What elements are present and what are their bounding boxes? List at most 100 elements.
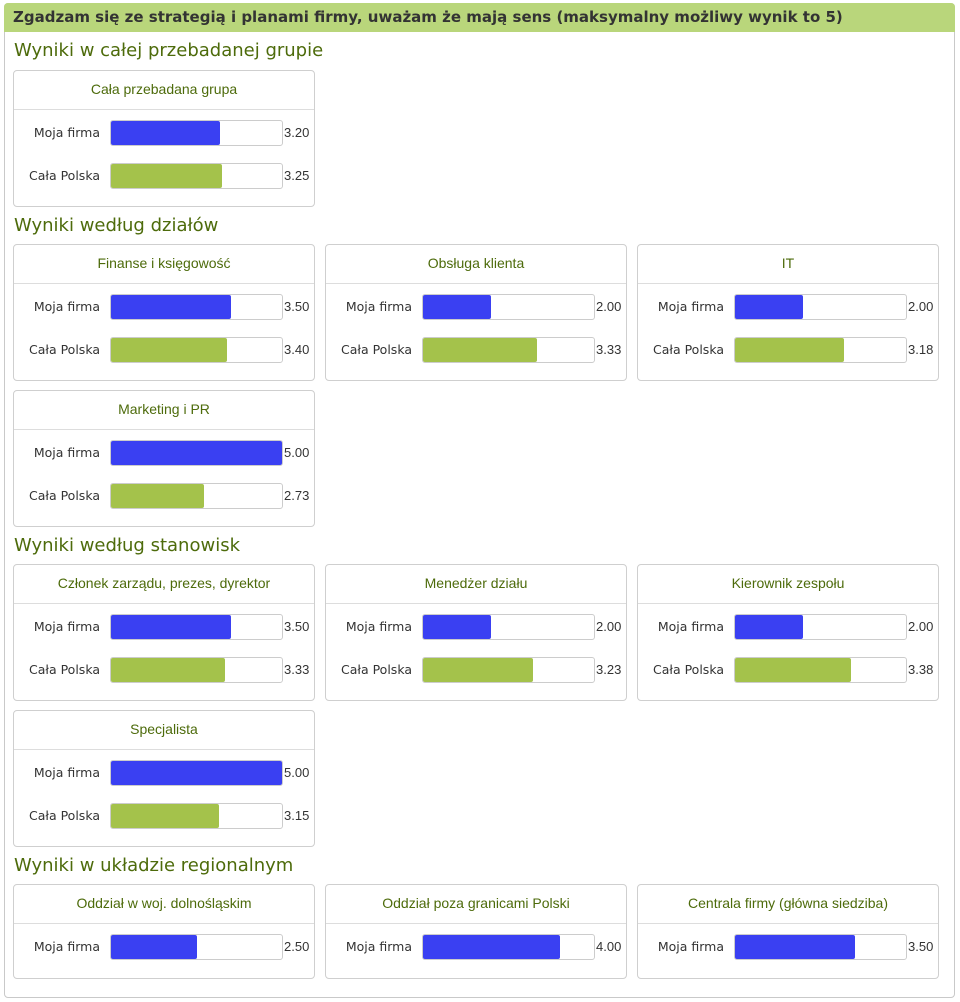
- bar-row: Moja firma 3.50: [14, 294, 314, 320]
- chart-panel: Kierownik zespołu Moja firma 2.00 Cała Pols…: [637, 564, 939, 701]
- bar-moja-firma: [735, 615, 803, 639]
- bar-moja-firma: [111, 935, 197, 959]
- panel-title: Członek zarządu, prezes, dyrektor: [57, 575, 271, 591]
- bar-value-label: 3.23: [596, 662, 622, 677]
- panel-title: Specjalista: [130, 721, 198, 737]
- panel-divider: [14, 283, 314, 284]
- bar-value-label: 2.00: [596, 619, 622, 634]
- bar-value-label: 3.33: [596, 342, 622, 357]
- bar-track: [110, 803, 283, 829]
- panel-divider: [14, 923, 314, 924]
- bar-label: Cała Polska: [29, 662, 100, 677]
- bar-row: Moja firma 3.50: [638, 934, 938, 960]
- bar-row: Cała Polska 3.33: [14, 657, 314, 683]
- panel-title: Oddział w woj. dolnośląskim: [76, 895, 252, 911]
- chart-panel: Obsługa klienta Moja firma 2.00 Cała Polska…: [325, 244, 627, 381]
- chart-panel: Specjalista Moja firma 5.00 Cała Polska 3.15: [13, 710, 315, 847]
- bar-track: [110, 120, 283, 146]
- bar-track: [110, 934, 283, 960]
- bar-label: Moja firma: [657, 299, 724, 314]
- bar-value-label: 3.38: [908, 662, 934, 677]
- bar-moja-firma: [111, 121, 220, 145]
- bar-moja-firma: [735, 295, 803, 319]
- chart-panel: Oddział w woj. dolnośląskim Moja firma 2.5…: [13, 884, 315, 979]
- panel-title: Cała przebadana grupa: [90, 81, 238, 97]
- bar-moja-firma: [423, 295, 491, 319]
- bar-track: [734, 657, 907, 683]
- bar-label: Moja firma: [33, 125, 100, 140]
- bar-label: Moja firma: [33, 445, 100, 460]
- bar-label: Moja firma: [345, 299, 412, 314]
- bar-row: Moja firma 2.00: [326, 614, 626, 640]
- bar-track: [110, 760, 283, 786]
- bar-track: [422, 934, 595, 960]
- bar-label: Cała Polska: [29, 488, 100, 503]
- bar-moja-firma: [423, 615, 491, 639]
- bar-row: Moja firma 5.00: [14, 760, 314, 786]
- bar-cala-polska: [111, 338, 227, 362]
- bar-cala-polska: [111, 658, 225, 682]
- panel-divider: [326, 283, 626, 284]
- bar-row: Cała Polska 3.38: [638, 657, 938, 683]
- bar-row: Moja firma 2.00: [638, 614, 938, 640]
- report-header: Zgadzam się ze strategią i planami firmy…: [4, 3, 955, 32]
- bar-label: Cała Polska: [29, 168, 100, 183]
- bar-row: Moja firma 4.00: [326, 934, 626, 960]
- chart-panel: Cała przebadana grupa Moja firma 3.20 Cała …: [13, 70, 315, 207]
- bar-value-label: 2.00: [596, 299, 622, 314]
- bar-row: Cała Polska 2.73: [14, 483, 314, 509]
- bar-value-label: 3.50: [284, 619, 310, 634]
- bar-row: Moja firma 3.50: [14, 614, 314, 640]
- bar-track: [734, 294, 907, 320]
- bar-track: [110, 483, 283, 509]
- panel-title: Centrala firmy (główna siedziba): [688, 895, 888, 911]
- bar-track: [734, 934, 907, 960]
- bar-value-label: 3.50: [908, 939, 934, 954]
- bar-track: [734, 614, 907, 640]
- bar-value-label: 3.20: [284, 125, 310, 140]
- panel-title: Finanse i księgowość: [97, 255, 231, 271]
- bar-label: Cała Polska: [29, 342, 100, 357]
- panel-divider: [14, 603, 314, 604]
- panel-title: Obsługa klienta: [427, 255, 525, 271]
- panel-title: Menedżer działu: [424, 575, 528, 591]
- bar-label: Cała Polska: [341, 342, 412, 357]
- bar-row: Moja firma 2.50: [14, 934, 314, 960]
- bar-row: Cała Polska 3.18: [638, 337, 938, 363]
- bar-track: [422, 614, 595, 640]
- bar-track: [110, 294, 283, 320]
- bar-value-label: 5.00: [284, 445, 310, 460]
- bar-row: Cała Polska 3.25: [14, 163, 314, 189]
- bar-track: [110, 163, 283, 189]
- bar-value-label: 4.00: [596, 939, 622, 954]
- section-title: Wyniki w całej przebadanej grupie: [14, 40, 324, 61]
- bar-value-label: 3.50: [284, 299, 310, 314]
- bar-track: [422, 294, 595, 320]
- bar-track: [110, 657, 283, 683]
- bar-row: Moja firma 2.00: [326, 294, 626, 320]
- bar-label: Moja firma: [33, 765, 100, 780]
- bar-label: Moja firma: [657, 939, 724, 954]
- bar-moja-firma: [111, 295, 231, 319]
- bar-row: Cała Polska 3.40: [14, 337, 314, 363]
- panel-title: Marketing i PR: [118, 401, 210, 417]
- bar-value-label: 2.73: [284, 488, 310, 503]
- bar-label: Moja firma: [33, 939, 100, 954]
- bar-cala-polska: [735, 338, 844, 362]
- bar-moja-firma: [423, 935, 560, 959]
- panel-divider: [326, 603, 626, 604]
- bar-row: Moja firma 2.00: [638, 294, 938, 320]
- bar-value-label: 2.00: [908, 619, 934, 634]
- bar-row: Moja firma 5.00: [14, 440, 314, 466]
- panel-title: Kierownik zespołu: [731, 575, 845, 591]
- bar-cala-polska: [423, 338, 537, 362]
- bar-cala-polska: [111, 484, 204, 508]
- panel-divider: [14, 429, 314, 430]
- bar-track: [110, 337, 283, 363]
- bar-row: Cała Polska 3.33: [326, 337, 626, 363]
- bar-row: Cała Polska 3.15: [14, 803, 314, 829]
- bar-value-label: 3.40: [284, 342, 310, 357]
- panel-title: IT: [781, 255, 795, 271]
- bar-value-label: 3.15: [284, 808, 310, 823]
- section-title: Wyniki według działów: [14, 215, 219, 236]
